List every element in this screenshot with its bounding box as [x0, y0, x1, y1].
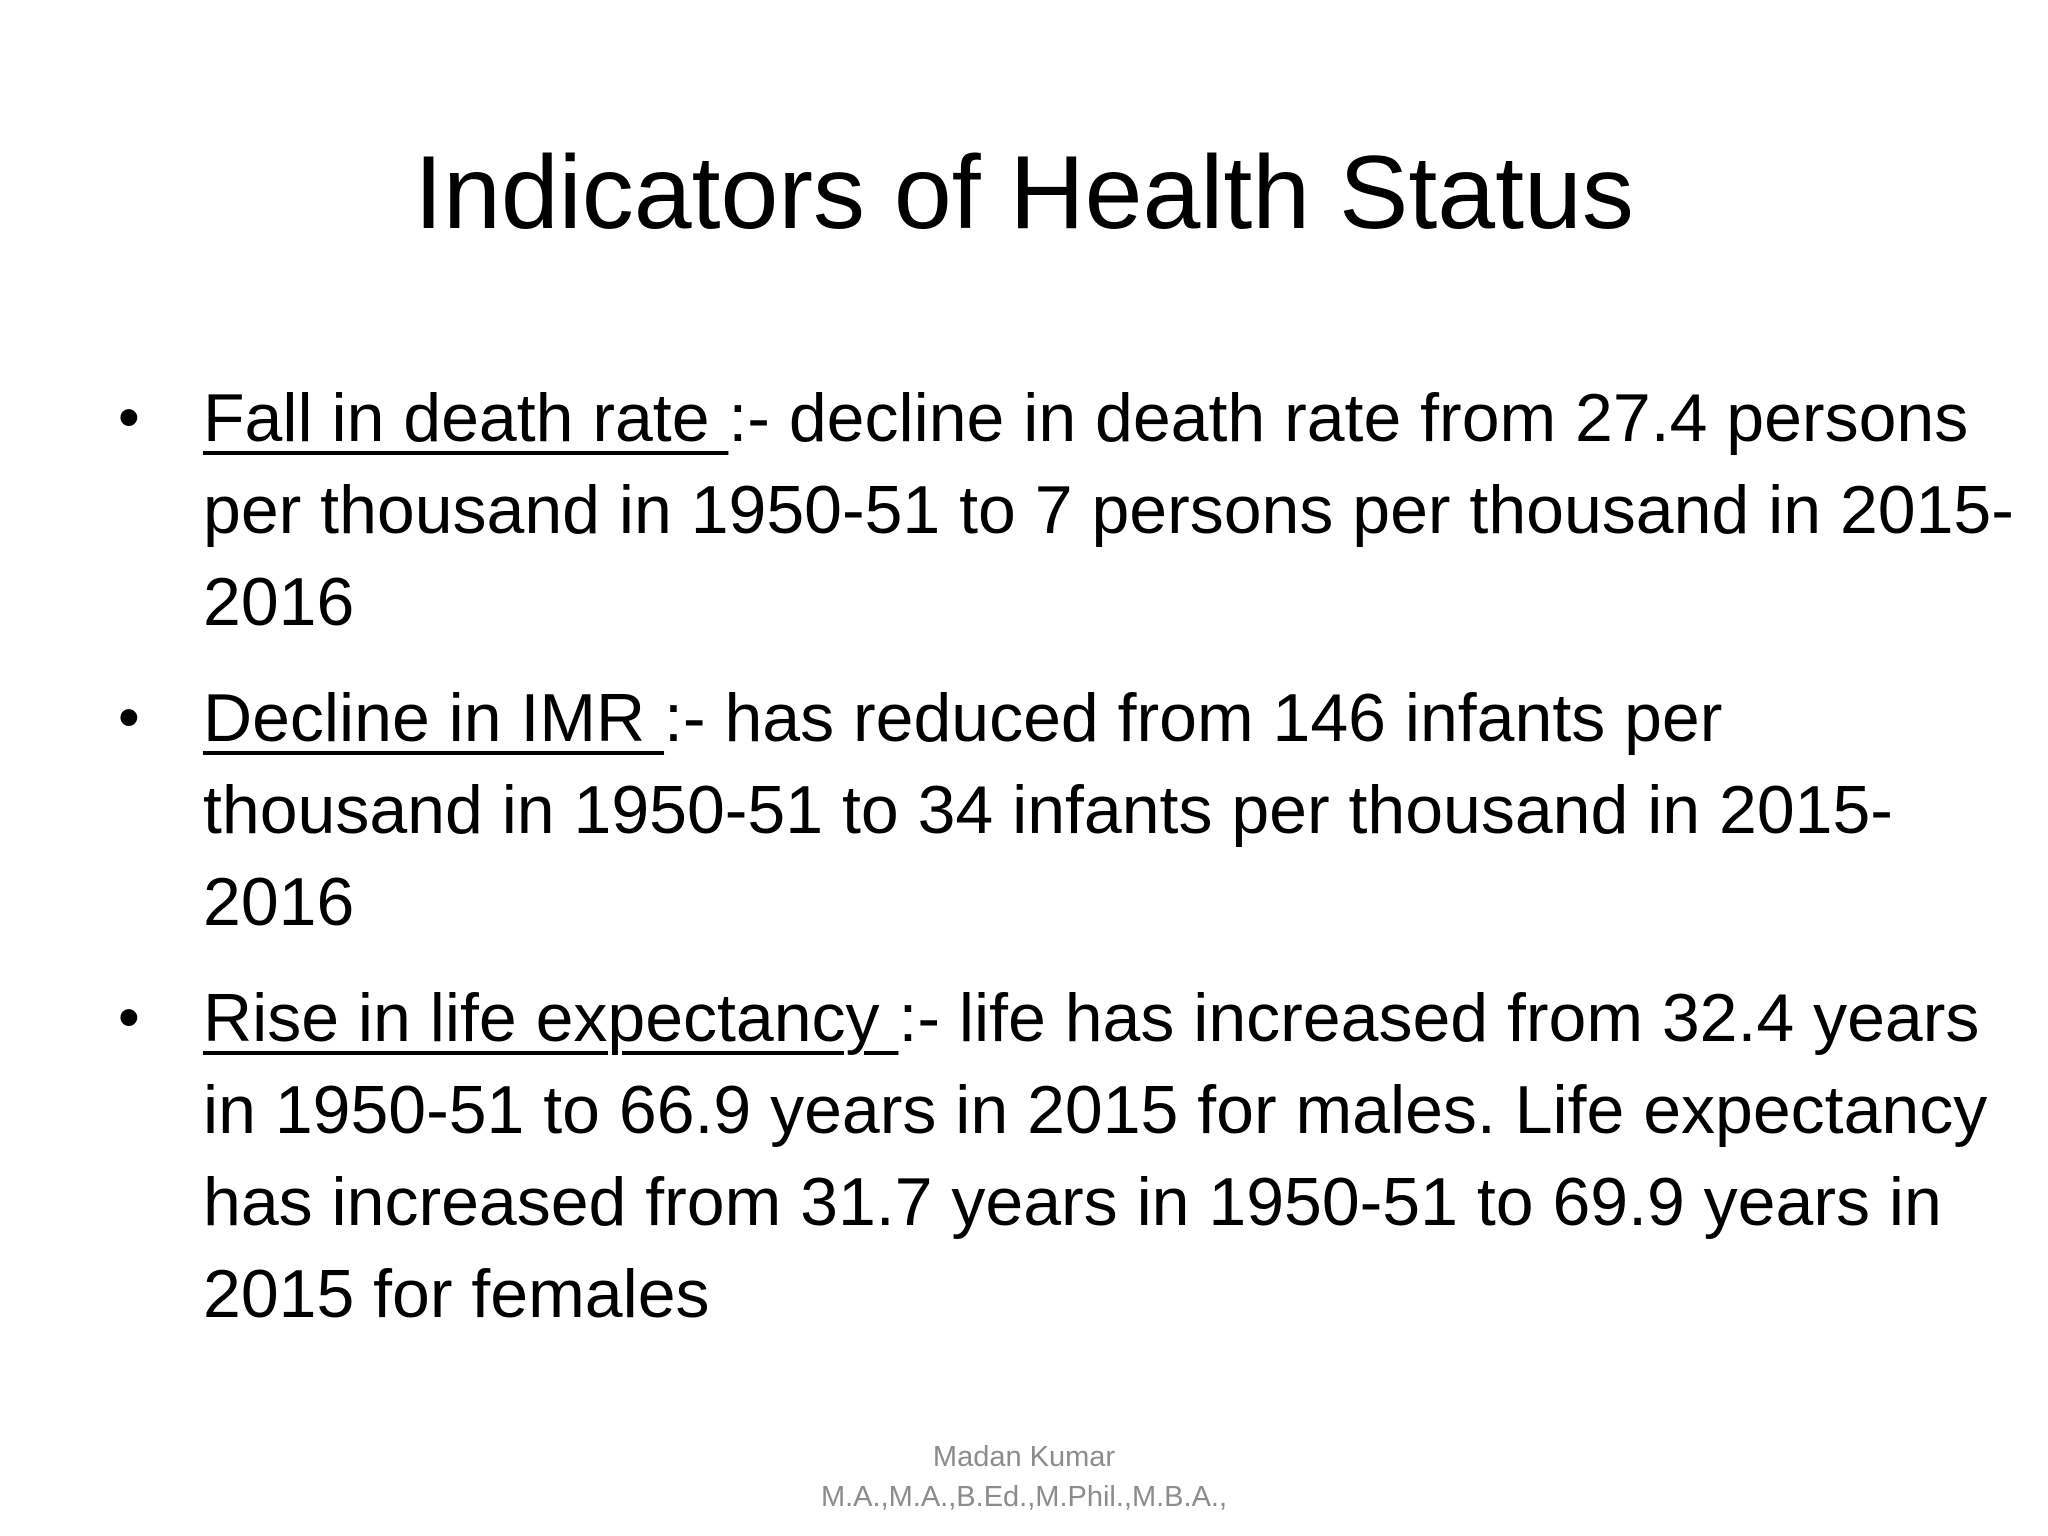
- bullet-text: :- has reduced from 146 infants per thou…: [203, 680, 1893, 940]
- bullet-text: :- decline in death rate from 27.4 perso…: [203, 380, 2014, 640]
- bullet-list: • Fall in death rate :- decline in death …: [118, 372, 2018, 1364]
- bullet-term: Rise in life expectancy: [203, 980, 899, 1056]
- bullet-marker: •: [118, 983, 140, 1052]
- bullet-imr: • Decline in IMR :- has reduced from 146 …: [118, 672, 2018, 948]
- bullet-life-expectancy: • Rise in life expectancy :- life has inc…: [118, 972, 2018, 1340]
- footer-author: Madan Kumar: [932, 1441, 1116, 1473]
- slide-title: Indicators of Health Status: [414, 135, 1634, 251]
- bullet-term: Fall in death rate: [203, 380, 729, 456]
- footer-qualifications: M.A.,M.A.,B.Ed.,M.Phil.,M.B.A.,: [820, 1481, 1228, 1513]
- slide-footer: Madan Kumar M.A.,M.A.,B.Ed.,M.Phil.,M.B.…: [0, 1437, 2048, 1517]
- bullet-marker: •: [118, 683, 140, 752]
- bullet-death-rate: • Fall in death rate :- decline in death …: [118, 372, 2018, 648]
- bullet-term: Decline in IMR: [203, 680, 665, 756]
- bullet-marker: •: [118, 383, 140, 452]
- bullet-text: :- life has increased from 32.4 years in…: [203, 980, 1988, 1332]
